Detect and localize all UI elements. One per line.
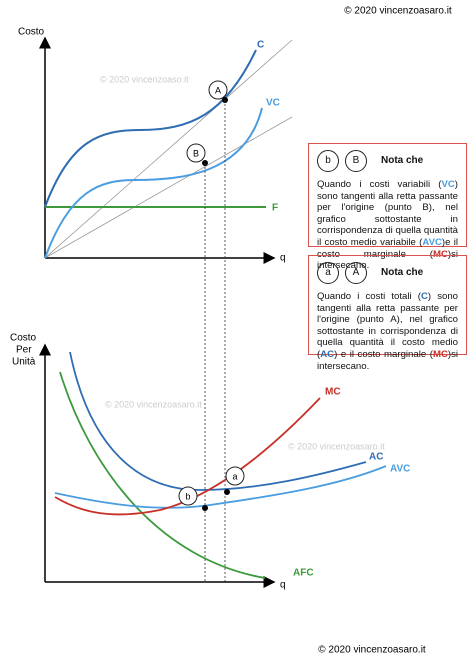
note-text: VC bbox=[441, 179, 455, 190]
y-axis-label: Costo bbox=[18, 27, 45, 38]
curve-afc bbox=[59, 371, 266, 579]
watermark: © 2020 vincenzoasaro.it bbox=[288, 441, 385, 451]
x-axis-label: q bbox=[280, 253, 286, 264]
curve-c bbox=[44, 49, 257, 208]
point-circle bbox=[225, 466, 245, 486]
curve-mc bbox=[54, 397, 321, 516]
note-badge: A bbox=[345, 262, 367, 284]
note-text: )si intersecano. bbox=[317, 348, 458, 372]
y-axis-label: Per bbox=[16, 345, 32, 356]
note-text: C bbox=[420, 291, 428, 302]
note-text: MC bbox=[432, 348, 448, 360]
curve-vc bbox=[44, 107, 263, 259]
curve-label: AFC bbox=[293, 568, 314, 579]
watermark: © 2020 vincenzoasaro.it bbox=[105, 399, 202, 409]
note-badge: B bbox=[345, 150, 367, 172]
note-text: )e il costo marginale ( bbox=[317, 236, 458, 260]
x-axis-label: q bbox=[280, 580, 286, 591]
curve-ac bbox=[69, 351, 367, 491]
copyright: © 2020 vincenzoasaro.it bbox=[318, 645, 426, 656]
note-box: b B Nota che Quando i costi variabili (V… bbox=[308, 143, 467, 271]
note-text: AC bbox=[320, 348, 335, 360]
point-label: b bbox=[185, 491, 190, 501]
ray-b bbox=[44, 116, 293, 259]
note-text: Quando i costi variabili ( bbox=[317, 179, 442, 190]
note-text: ) e il costo marginale ( bbox=[334, 348, 433, 360]
point-circle bbox=[186, 143, 206, 163]
point-dot bbox=[224, 489, 230, 495]
note-text: ) sono tangenti alla retta passante per … bbox=[317, 179, 458, 248]
y-axis-label: Unità bbox=[12, 357, 36, 368]
note-text: ) sono tangenti alla retta passante per … bbox=[317, 291, 458, 360]
note-head: a A Nota che bbox=[317, 262, 458, 284]
note-badge: a bbox=[317, 262, 339, 284]
point-label: a bbox=[232, 471, 237, 481]
curve-label: AC bbox=[369, 452, 383, 463]
note-title: Nota che bbox=[381, 155, 424, 167]
note-text: AVC bbox=[422, 236, 442, 248]
curve-label: MC bbox=[325, 387, 341, 398]
curve-label: F bbox=[272, 203, 278, 214]
note-text: )si intersecano. bbox=[317, 248, 458, 272]
curve-avc bbox=[54, 465, 387, 509]
point-label: B bbox=[193, 148, 199, 158]
curve-label: C bbox=[257, 40, 264, 51]
note-body: Quando i costi variabili (VC) sono tange… bbox=[317, 179, 458, 272]
point-dot bbox=[202, 505, 208, 511]
curve-label: VC bbox=[266, 98, 280, 109]
note-text: MC bbox=[432, 248, 448, 260]
y-axis-label: Costo bbox=[10, 333, 37, 344]
note-box: a A Nota che Quando i costi totali (C) s… bbox=[308, 255, 467, 372]
point-circle bbox=[208, 80, 228, 100]
ray-a bbox=[44, 39, 293, 259]
point-circle bbox=[178, 486, 198, 506]
curve-label: AVC bbox=[390, 464, 410, 475]
point-label: A bbox=[215, 85, 221, 95]
note-head: b B Nota che bbox=[317, 150, 458, 172]
note-badge: b bbox=[317, 150, 339, 172]
watermark: © 2020 vincenzoaso.it bbox=[100, 74, 189, 84]
note-title: Nota che bbox=[381, 267, 424, 279]
note-text: Quando i costi totali ( bbox=[317, 291, 421, 302]
note-body: Quando i costi totali (C) sono tangenti … bbox=[317, 291, 458, 372]
copyright: © 2020 vincenzoasaro.it bbox=[344, 6, 452, 17]
